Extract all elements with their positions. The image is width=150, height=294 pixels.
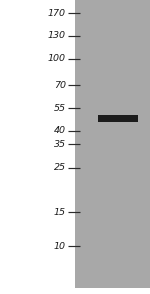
Text: 70: 70 [54, 81, 66, 90]
Text: 170: 170 [48, 9, 66, 18]
Bar [75, 0, 150, 288]
Text: 10: 10 [54, 242, 66, 250]
Text: 100: 100 [48, 54, 66, 63]
Text: 35: 35 [54, 140, 66, 148]
Text: 55: 55 [54, 104, 66, 113]
Text: 25: 25 [54, 163, 66, 172]
Text: 40: 40 [54, 126, 66, 135]
Bar [98, 115, 138, 122]
Text: 15: 15 [54, 208, 66, 217]
Text: 130: 130 [48, 31, 66, 40]
